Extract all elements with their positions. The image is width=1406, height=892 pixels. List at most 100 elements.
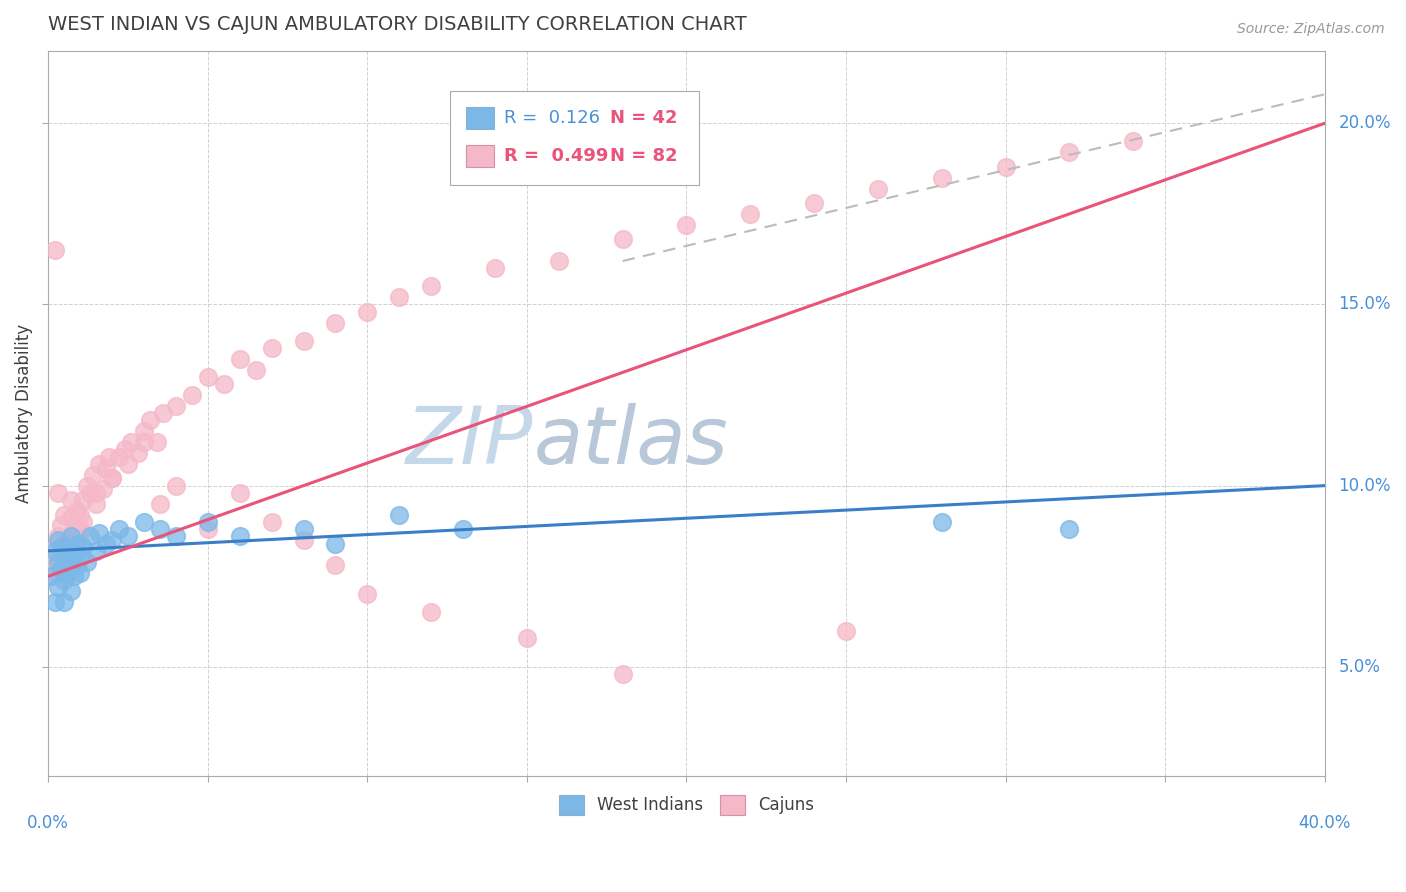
Point — [612, 232, 634, 246]
Point — [245, 362, 267, 376]
Point — [53, 594, 76, 608]
Point — [76, 478, 98, 492]
Point — [63, 522, 86, 536]
Point — [56, 566, 79, 580]
Bar — [465, 145, 494, 167]
Point — [117, 529, 139, 543]
Point — [356, 587, 378, 601]
Text: R =  0.499: R = 0.499 — [503, 147, 609, 165]
Point — [675, 218, 697, 232]
Text: WEST INDIAN VS CAJUN AMBULATORY DISABILITY CORRELATION CHART: WEST INDIAN VS CAJUN AMBULATORY DISABILI… — [48, 15, 747, 34]
Point — [292, 533, 315, 547]
Point — [56, 551, 79, 566]
Y-axis label: Ambulatory Disability: Ambulatory Disability — [15, 324, 32, 503]
Point — [132, 425, 155, 439]
Point — [69, 525, 91, 540]
Point — [49, 562, 72, 576]
Point — [388, 508, 411, 522]
Point — [260, 341, 283, 355]
Point — [1122, 135, 1144, 149]
Point — [420, 606, 443, 620]
Point — [46, 486, 69, 500]
Point — [44, 243, 66, 257]
Point — [56, 540, 79, 554]
Point — [101, 533, 124, 547]
Point — [89, 457, 111, 471]
Point — [292, 522, 315, 536]
Point — [59, 583, 82, 598]
Point — [1059, 522, 1081, 536]
Point — [149, 522, 172, 536]
Point — [53, 573, 76, 587]
Text: R =  0.126: R = 0.126 — [503, 109, 600, 128]
Point — [212, 377, 235, 392]
Point — [197, 522, 219, 536]
Point — [516, 631, 538, 645]
Point — [866, 181, 889, 195]
Point — [76, 555, 98, 569]
Point — [44, 558, 66, 573]
Point — [139, 413, 162, 427]
Point — [84, 486, 107, 500]
Point — [44, 544, 66, 558]
Point — [41, 544, 63, 558]
Point — [56, 533, 79, 547]
Point — [101, 471, 124, 485]
Point — [101, 471, 124, 485]
Point — [41, 569, 63, 583]
Point — [165, 399, 187, 413]
Point — [66, 536, 89, 550]
Point — [197, 370, 219, 384]
Point — [79, 529, 101, 543]
Point — [63, 569, 86, 583]
Point — [740, 207, 762, 221]
Point — [84, 497, 107, 511]
Point — [46, 533, 69, 547]
Point — [69, 522, 91, 536]
Point — [292, 334, 315, 348]
Point — [66, 558, 89, 573]
Point — [229, 529, 252, 543]
Point — [59, 529, 82, 543]
Point — [59, 511, 82, 525]
Text: N = 82: N = 82 — [610, 147, 678, 165]
Point — [53, 551, 76, 566]
Point — [197, 515, 219, 529]
Point — [931, 515, 953, 529]
Point — [72, 540, 94, 554]
Text: ZIP: ZIP — [406, 403, 533, 481]
Point — [84, 544, 107, 558]
Point — [59, 544, 82, 558]
Point — [117, 457, 139, 471]
Point — [59, 555, 82, 569]
Point — [91, 483, 114, 497]
Point — [46, 551, 69, 566]
Text: 5.0%: 5.0% — [1339, 657, 1381, 676]
Point — [69, 566, 91, 580]
Point — [149, 497, 172, 511]
Point — [612, 667, 634, 681]
Text: 40.0%: 40.0% — [1298, 814, 1351, 832]
Text: 15.0%: 15.0% — [1339, 295, 1391, 313]
Point — [146, 435, 169, 450]
Point — [69, 551, 91, 566]
Point — [260, 515, 283, 529]
Point — [46, 529, 69, 543]
Point — [69, 508, 91, 522]
Point — [451, 522, 474, 536]
Point — [114, 442, 136, 457]
Point — [120, 435, 142, 450]
Point — [547, 254, 569, 268]
Text: 0.0%: 0.0% — [27, 814, 69, 832]
FancyBboxPatch shape — [450, 91, 699, 185]
Point — [420, 279, 443, 293]
Point — [931, 170, 953, 185]
Point — [79, 486, 101, 500]
Point — [325, 536, 347, 550]
Text: 20.0%: 20.0% — [1339, 114, 1391, 132]
Text: N = 42: N = 42 — [610, 109, 678, 128]
Point — [44, 594, 66, 608]
Point — [53, 566, 76, 580]
Point — [803, 196, 825, 211]
Point — [132, 515, 155, 529]
